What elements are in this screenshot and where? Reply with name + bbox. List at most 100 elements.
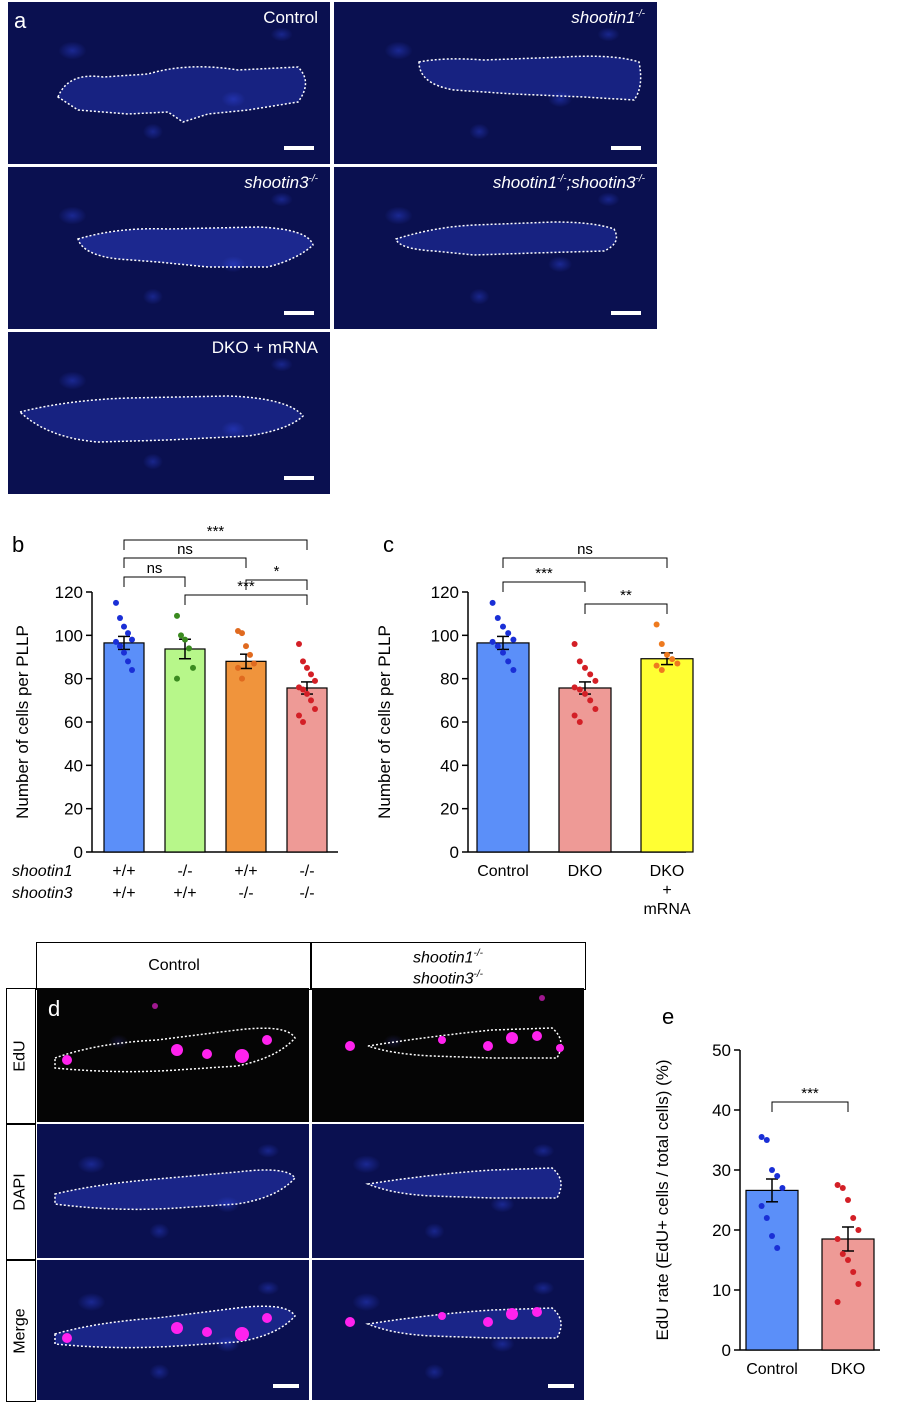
- data-point: [117, 643, 123, 650]
- y-axis-label: EdU rate (EdU+ cells / total cells) (%): [653, 1059, 672, 1340]
- data-point: [855, 1227, 862, 1233]
- panel-e-letter: e: [662, 1004, 675, 1029]
- scale-bar: [284, 476, 314, 480]
- micrograph-dapi-control: [37, 1124, 309, 1258]
- pllp-outline: [77, 226, 314, 268]
- panel-c-letter: c: [383, 532, 394, 557]
- data-point: [129, 667, 135, 673]
- chart-b: 0 20 40 60 80 100 120 Number of cells per PLLP +…: [12, 523, 338, 902]
- x-tick-label: DKO: [568, 863, 603, 880]
- scale-bar: [611, 311, 641, 315]
- y-tick-label: 0: [450, 843, 459, 862]
- data-point: [850, 1215, 857, 1221]
- chart-c: 0 20 40 60 80 100 120 Number of cells per PLLP C…: [375, 541, 694, 918]
- data-point: [121, 623, 127, 630]
- data-point: [239, 630, 245, 637]
- significance-label: ***: [207, 523, 225, 540]
- pllp-outline: [57, 66, 307, 123]
- y-axis-label: Number of cells per PLLP: [13, 625, 32, 819]
- row-label: shootin1: [12, 863, 73, 880]
- data-point: [510, 636, 517, 643]
- tile-label: Control: [263, 8, 318, 27]
- y-tick-label: 30: [712, 1161, 731, 1180]
- pllp-outline: [345, 995, 564, 1059]
- significance-label: *: [274, 563, 280, 580]
- data-point: [587, 697, 594, 704]
- micrograph-shootin3: shootin3-/-: [8, 167, 330, 329]
- panel-d-letter: d: [48, 996, 61, 1021]
- pllp-outline: [395, 221, 618, 256]
- data-point: [247, 651, 253, 658]
- data-point: [576, 719, 583, 725]
- x-tick-label: +/+: [234, 863, 257, 880]
- data-point: [664, 651, 670, 658]
- data-point: [839, 1251, 846, 1257]
- data-point: [308, 671, 314, 678]
- x-tick-label: +/+: [112, 885, 135, 902]
- bar: [558, 687, 612, 853]
- data-point: [304, 664, 310, 671]
- data-point: [669, 656, 676, 663]
- data-point: [658, 641, 665, 647]
- data-point: [125, 658, 131, 665]
- data-point: [182, 636, 188, 643]
- scale-bar: [548, 1384, 574, 1388]
- data-point: [779, 1185, 786, 1191]
- row-label-dapi: DAPI: [6, 1124, 36, 1260]
- data-point: [121, 649, 127, 656]
- significance-bracket: [123, 557, 247, 568]
- data-point: [190, 664, 196, 671]
- bar: [286, 687, 328, 853]
- data-point: [850, 1269, 857, 1275]
- pllp-outline: [54, 1305, 296, 1349]
- data-point: [653, 621, 660, 628]
- data-point: [186, 645, 192, 652]
- col-header-control: Control: [36, 942, 312, 990]
- data-point: [113, 599, 119, 606]
- data-point: [845, 1257, 851, 1263]
- y-axis-label: Number of cells per PLLP: [375, 625, 394, 819]
- data-point: [763, 1137, 770, 1143]
- panel-a-letter: a: [14, 8, 27, 33]
- data-point: [125, 630, 131, 637]
- x-tick-label: -/-: [299, 885, 314, 902]
- y-tick-label: 20: [440, 800, 459, 819]
- data-point: [571, 684, 578, 691]
- data-point: [494, 615, 501, 621]
- x-tick-label: DKO: [650, 863, 685, 880]
- significance-label: ns: [147, 560, 163, 577]
- data-point: [582, 664, 588, 671]
- significance-label: ***: [237, 578, 255, 595]
- data-point: [758, 1134, 765, 1140]
- tile-label: DKO + mRNA: [211, 338, 318, 357]
- bar: [103, 642, 145, 853]
- y-tick-label: 120: [55, 583, 83, 602]
- data-point: [296, 712, 302, 719]
- y-tick-label: 50: [712, 1041, 731, 1060]
- pllp-outline: [54, 1169, 296, 1211]
- scale-bar: [284, 146, 314, 150]
- data-point: [763, 1215, 770, 1221]
- data-point: [571, 641, 578, 647]
- data-point: [774, 1173, 781, 1179]
- x-tick-label: +: [662, 882, 671, 899]
- bar: [745, 1189, 799, 1351]
- pllp-outline: [18, 395, 305, 443]
- data-point: [658, 667, 665, 673]
- data-point: [174, 675, 180, 682]
- y-tick-label: 0: [722, 1341, 731, 1360]
- panel-b-letter: b: [12, 532, 25, 557]
- x-tick-label: -/-: [238, 885, 253, 902]
- data-point: [653, 662, 660, 669]
- data-point: [769, 1167, 775, 1173]
- col-header-dko: shootin1-/- shootin3-/-: [310, 942, 586, 990]
- y-tick-label: 100: [55, 626, 83, 645]
- data-point: [576, 686, 583, 693]
- micrograph-edu-control: [37, 988, 309, 1122]
- y-tick-label: 60: [440, 713, 459, 732]
- x-tick-label: -/-: [299, 863, 314, 880]
- y-tick-label: 40: [64, 756, 83, 775]
- bar: [821, 1238, 875, 1351]
- data-point: [174, 612, 180, 619]
- data-point: [587, 671, 594, 678]
